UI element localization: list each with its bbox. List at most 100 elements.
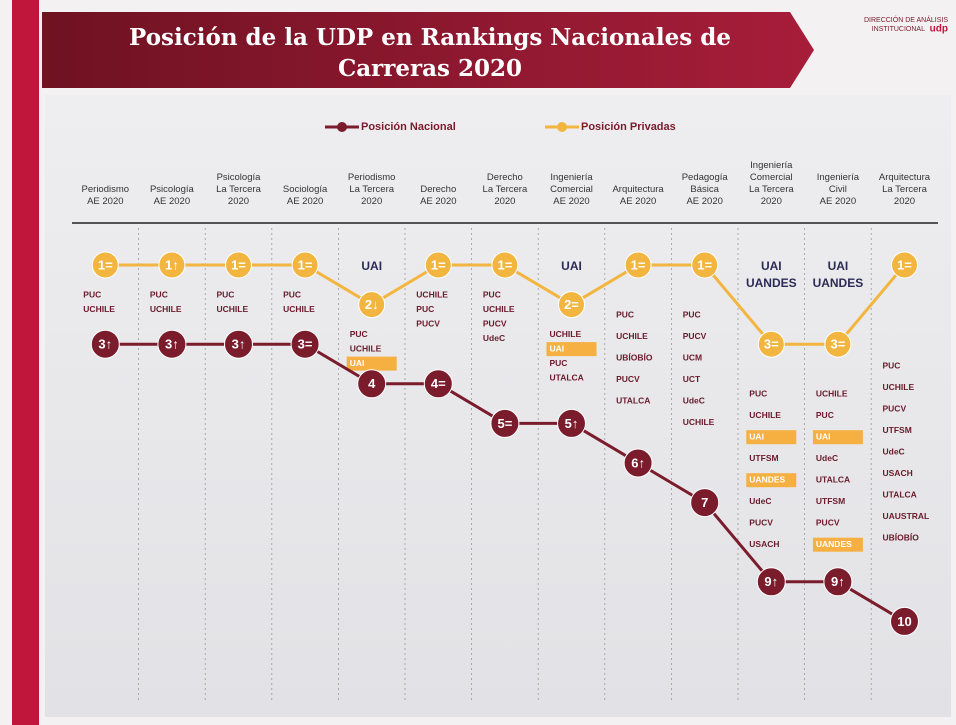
rank-marker	[290, 329, 320, 359]
ranked-university: PUC	[616, 309, 634, 319]
category-label: Arquitectura AE 2020	[612, 184, 664, 207]
rank-label: 5=	[497, 416, 512, 431]
legend-dot	[337, 122, 347, 132]
ranked-university: UAI	[816, 431, 831, 441]
ranked-university: UTFSM	[816, 496, 845, 506]
ranked-university: PUC	[483, 289, 501, 299]
side-bar	[12, 0, 39, 725]
rank-label: 1↑	[165, 257, 179, 272]
rank-label: 3↑	[232, 337, 246, 352]
ranked-university: UCHILE	[883, 382, 915, 392]
ranked-university: UdeC	[683, 395, 705, 405]
banner	[42, 12, 814, 88]
brand-logo: udp	[930, 24, 948, 35]
category-label: Ingeniería Civil AE 2020	[816, 172, 860, 207]
category-label: Psicología La Tercera 2020	[216, 172, 261, 207]
rank-label: 2=	[564, 297, 579, 312]
ranked-university: UAI	[350, 358, 365, 368]
ranked-university: UCHILE	[483, 304, 515, 314]
rank-label: 2↓	[365, 297, 379, 312]
brand-line: INSTITUCIONAL	[872, 26, 925, 33]
rank-above: UANDES	[813, 276, 864, 290]
highlight-box	[812, 537, 863, 552]
ranked-university: PUC	[683, 309, 701, 319]
category-label: Periodismo AE 2020	[81, 184, 130, 207]
ranked-university: UCHILE	[416, 289, 448, 299]
ranked-university: UTALCA	[550, 372, 584, 382]
ranked-university: PUCV	[616, 374, 640, 384]
ranked-university: UTFSM	[749, 453, 778, 463]
category-label: Ingeniería Comercial La Tercera 2020	[748, 160, 794, 207]
rank-above: UAI	[828, 259, 849, 273]
rank-label: 10	[897, 614, 911, 629]
ranked-university: PUCV	[416, 318, 440, 328]
ranked-university: PUCV	[483, 318, 507, 328]
ranked-university: UCHILE	[283, 304, 315, 314]
rank-label: 1=	[897, 257, 912, 272]
rank-marker	[623, 448, 653, 478]
rank-label: 1=	[497, 257, 512, 272]
rank-above: UAI	[361, 259, 382, 273]
rank-label: 1=	[431, 257, 446, 272]
rank-label: 1=	[631, 257, 646, 272]
rank-marker	[90, 329, 120, 359]
rank-marker	[157, 329, 187, 359]
rank-label: 3↑	[98, 337, 112, 352]
category-label: Arquitectura La Tercera 2020	[878, 172, 931, 207]
legend-dot	[557, 122, 567, 132]
rank-label: 1=	[697, 257, 712, 272]
ranked-university: UCM	[683, 352, 702, 362]
rank-label: 5↑	[565, 416, 579, 431]
ranked-university: PUC	[283, 289, 301, 299]
ranked-university: UCHILE	[350, 343, 382, 353]
rank-marker	[691, 251, 719, 279]
category-label: Pedagogía Básica AE 2020	[681, 172, 728, 207]
category-label: Derecho AE 2020	[420, 184, 457, 207]
rank-label: 4	[368, 376, 376, 391]
rank-marker	[756, 567, 786, 597]
rank-above: UAI	[761, 259, 782, 273]
rank-label: 3=	[298, 337, 313, 352]
ranked-university: UCHILE	[217, 304, 249, 314]
rank-above: UAI	[561, 259, 582, 273]
ranked-university: PUCV	[816, 517, 840, 527]
ranked-university: UCHILE	[83, 304, 115, 314]
rank-marker	[357, 369, 387, 399]
ranked-university: UANDES	[749, 474, 785, 484]
rank-marker	[824, 330, 852, 358]
ranked-university: UCHILE	[816, 388, 848, 398]
ranked-university: UAUSTRAL	[883, 511, 930, 521]
rank-marker	[757, 330, 785, 358]
rank-marker	[224, 329, 253, 359]
rank-marker	[423, 369, 453, 399]
ranked-university: UCHILE	[749, 410, 781, 420]
rank-marker	[491, 251, 519, 279]
ranked-university: UTALCA	[816, 474, 850, 484]
rank-marker	[490, 408, 520, 438]
category-label: Derecho La Tercera 2020	[482, 172, 528, 207]
ranked-university: UCHILE	[683, 417, 715, 427]
category-label: Sociología AE 2020	[282, 184, 328, 207]
ranked-university: UAI	[550, 343, 565, 353]
brand-line: DIRECCIÓN DE ANÁLISIS	[864, 15, 948, 24]
chart-title: Posición de la UDP en Rankings Nacionale…	[129, 24, 731, 82]
rank-label: 1=	[231, 257, 246, 272]
ranked-university: UTALCA	[616, 395, 650, 405]
rank-label: 1=	[98, 257, 113, 272]
ranked-university: UdeC	[883, 446, 905, 456]
panel	[45, 95, 951, 717]
rank-label: 6↑	[631, 455, 645, 470]
ranked-university: PUC	[83, 289, 101, 299]
rank-marker	[158, 251, 186, 279]
ranked-university: UTALCA	[883, 489, 917, 499]
ranked-university: PUCV	[683, 331, 707, 341]
ranked-university: UdeC	[749, 496, 771, 506]
ranked-university: PUC	[550, 358, 568, 368]
rank-marker	[823, 567, 853, 597]
highlight-box	[346, 356, 397, 371]
rank-label: 3=	[764, 337, 779, 352]
ranked-university: PUC	[150, 289, 168, 299]
highlight-box	[546, 342, 597, 357]
